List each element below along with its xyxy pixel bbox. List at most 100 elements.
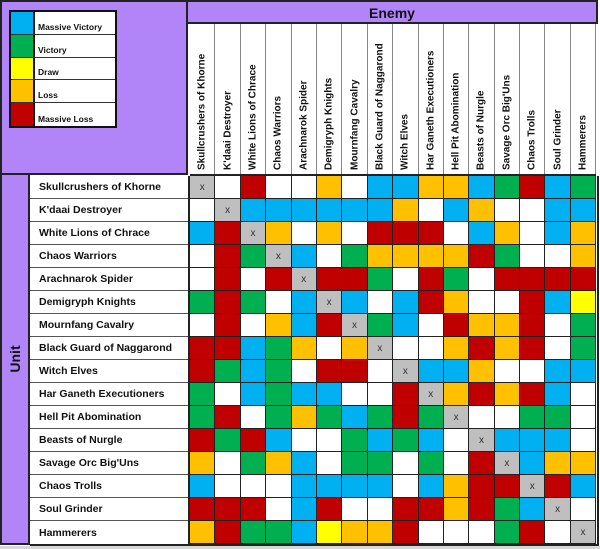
legend-item: Draw bbox=[11, 57, 115, 81]
bottom-edge bbox=[0, 546, 600, 549]
matchup-cell bbox=[570, 268, 597, 291]
matchup-cell bbox=[520, 337, 546, 360]
column-header-label: Soul Grinder bbox=[552, 109, 564, 170]
column-header: Hammerers bbox=[571, 24, 597, 174]
column-header-label: Mournfang Cavalry bbox=[349, 79, 361, 170]
legend-swatch bbox=[11, 34, 35, 57]
matchup-cell bbox=[215, 314, 241, 337]
matchup-cell bbox=[240, 498, 267, 521]
self-cell: x bbox=[570, 521, 597, 544]
matchup-cell bbox=[494, 268, 521, 291]
matchup-cell bbox=[240, 245, 267, 268]
grid-row: x bbox=[190, 176, 597, 199]
matchup-cell bbox=[266, 268, 292, 291]
matchup-cell bbox=[570, 314, 597, 337]
legend-item: Massive Victory bbox=[11, 12, 115, 35]
column-header: Har Ganeth Executioners bbox=[419, 24, 444, 174]
matchup-cell bbox=[316, 521, 343, 544]
legend-label: Draw bbox=[38, 67, 59, 78]
matchup-cell bbox=[266, 222, 292, 245]
matchup-cell bbox=[342, 291, 368, 314]
column-header-label: Black Guard of Naggarond bbox=[374, 43, 386, 170]
matchup-cell bbox=[443, 521, 470, 544]
grid-row: x bbox=[190, 498, 597, 521]
row-header: White Lions of Chrace bbox=[30, 222, 188, 245]
grid-row: x bbox=[190, 406, 597, 429]
matchup-cell bbox=[367, 452, 394, 475]
matchup-cell bbox=[215, 406, 241, 429]
matchup-cell bbox=[316, 268, 343, 291]
matchup-cell bbox=[469, 291, 495, 314]
matchup-cell bbox=[520, 521, 546, 544]
self-cell: x bbox=[494, 452, 521, 475]
unit-axis-title: Unit bbox=[7, 345, 23, 373]
matchup-cell bbox=[520, 199, 546, 222]
grid-row: x bbox=[190, 199, 597, 222]
matchup-cell bbox=[291, 406, 317, 429]
legend-swatch bbox=[11, 80, 35, 103]
matchup-cell bbox=[316, 245, 343, 268]
matchup-cell bbox=[215, 360, 241, 383]
matchup-cell bbox=[291, 176, 317, 199]
row-header: Savage Orc Big'Uns bbox=[30, 452, 188, 475]
matchup-cell bbox=[418, 176, 444, 199]
grid-row: x bbox=[190, 337, 597, 360]
matchup-cell bbox=[291, 245, 317, 268]
row-header: Witch Elves bbox=[30, 360, 188, 383]
matchup-cell bbox=[418, 245, 444, 268]
matchup-cell bbox=[418, 199, 444, 222]
matchup-cell bbox=[215, 498, 241, 521]
matchup-cell bbox=[469, 337, 495, 360]
matchup-cell bbox=[367, 199, 394, 222]
matchup-cell bbox=[545, 475, 571, 498]
matchup-cell bbox=[367, 268, 394, 291]
column-header-label: Witch Elves bbox=[399, 113, 411, 170]
matchup-cell bbox=[418, 406, 444, 429]
matchup-cell bbox=[418, 498, 444, 521]
matchup-cell bbox=[443, 498, 470, 521]
legend-item: Loss bbox=[11, 80, 115, 104]
grid-row: x bbox=[190, 314, 597, 337]
matchup-cell bbox=[190, 475, 216, 498]
column-header: Chaos Warriors bbox=[266, 24, 292, 174]
matchup-cell bbox=[240, 337, 267, 360]
matchup-cell bbox=[494, 199, 521, 222]
matchup-cell bbox=[367, 475, 394, 498]
matchup-cell bbox=[520, 176, 546, 199]
matchup-cell bbox=[469, 383, 495, 406]
legend: Massive Victory Victory Draw Loss Massive Lo… bbox=[9, 10, 117, 128]
row-header: Soul Grinder bbox=[30, 498, 188, 521]
matchup-cell bbox=[190, 222, 216, 245]
matchup-cell bbox=[443, 314, 470, 337]
row-header: Chaos Trolls bbox=[30, 475, 188, 498]
matchup-cell bbox=[520, 360, 546, 383]
matchup-cell bbox=[367, 176, 394, 199]
column-header: Beasts of Nurgle bbox=[469, 24, 495, 174]
legend-label: Massive Victory bbox=[38, 21, 103, 32]
legend-swatch bbox=[11, 12, 35, 34]
matchup-cell bbox=[570, 245, 597, 268]
matchup-cell bbox=[570, 291, 597, 314]
matchup-cell bbox=[545, 222, 571, 245]
legend-swatch bbox=[11, 57, 35, 80]
self-cell: x bbox=[418, 383, 444, 406]
matchup-cell bbox=[240, 268, 267, 291]
matchup-cell bbox=[443, 452, 470, 475]
matchup-cell bbox=[266, 383, 292, 406]
matchup-cell bbox=[266, 291, 292, 314]
matchup-cell bbox=[215, 268, 241, 291]
matchup-cell bbox=[291, 475, 317, 498]
matchup-cell bbox=[342, 521, 368, 544]
matchup-cell bbox=[418, 360, 444, 383]
matchup-cell bbox=[545, 199, 571, 222]
grid-row: x bbox=[190, 360, 597, 383]
legend-label: Massive Loss bbox=[38, 113, 94, 124]
matchup-cell bbox=[393, 268, 419, 291]
column-header-label: Skullcrushers of Khorne bbox=[196, 53, 208, 170]
matchup-cell bbox=[520, 245, 546, 268]
matchup-cell bbox=[342, 222, 368, 245]
matchup-cell bbox=[342, 406, 368, 429]
matchup-cell bbox=[240, 406, 267, 429]
matchup-cell bbox=[443, 383, 470, 406]
matchup-cell bbox=[316, 406, 343, 429]
